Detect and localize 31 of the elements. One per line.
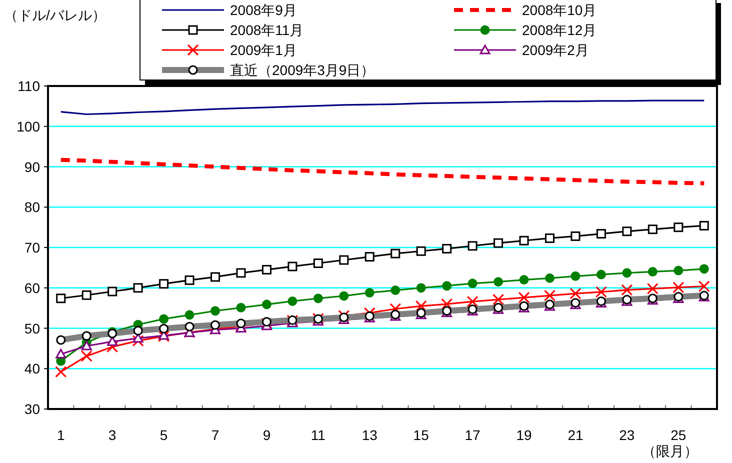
legend-label: 2008年9月 <box>230 2 297 18</box>
y-tick-label: 110 <box>18 78 40 94</box>
y-tick-label: 90 <box>24 158 40 175</box>
y-axis-title: （ドル/バレル） <box>4 7 106 23</box>
y-tick-label: 30 <box>24 401 40 417</box>
y-tick-label: 60 <box>24 280 40 296</box>
legend-label: 2009年1月 <box>230 42 297 58</box>
y-tick-label: 70 <box>24 240 40 256</box>
y-tick-label: 50 <box>24 320 40 336</box>
x-tick-label: 21 <box>568 427 584 443</box>
y-tick-label: 80 <box>24 199 40 216</box>
x-tick-label: 13 <box>362 427 378 443</box>
x-tick-label: 5 <box>160 427 168 443</box>
x-tick-label: 23 <box>619 427 635 443</box>
legend-label: 直近（2009年3月9日） <box>230 62 375 78</box>
x-axis-title: （限月） <box>642 443 698 459</box>
x-tick-label: 11 <box>310 427 326 443</box>
x-tick-label: 15 <box>413 427 430 443</box>
x-tick-label: 7 <box>211 427 220 443</box>
legend-label: 2008年11月 <box>230 22 304 38</box>
x-tick-label: 3 <box>108 427 116 443</box>
x-tick-label: 19 <box>516 427 532 443</box>
x-tick-label: 17 <box>464 427 481 443</box>
x-tick-label: 1 <box>56 427 65 443</box>
x-tick-label: 9 <box>262 427 271 443</box>
legend-label: 2008年12月 <box>522 22 597 38</box>
y-tick-label: 100 <box>16 118 40 134</box>
legend-label: 2009年2月 <box>522 42 589 58</box>
x-tick-label: 25 <box>670 427 686 443</box>
legend-label: 2008年10月 <box>522 2 597 18</box>
y-tick-label: 40 <box>24 360 40 377</box>
